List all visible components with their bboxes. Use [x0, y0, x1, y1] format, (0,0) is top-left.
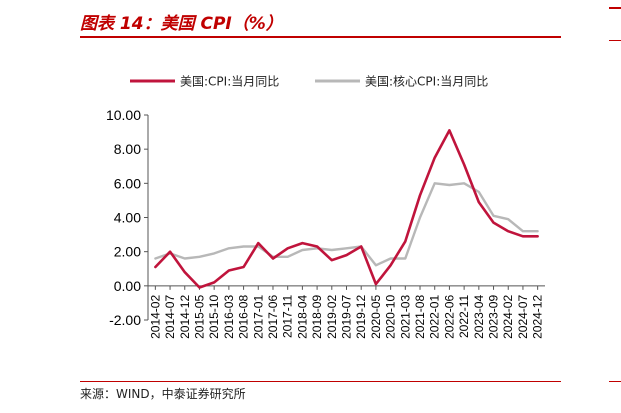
- x-tick-label: 2017-11: [281, 295, 295, 338]
- series-line-core-cpi: [154, 182, 539, 267]
- right-edge-divider-bottom: [609, 381, 621, 382]
- x-tick-label: 2019-07: [340, 295, 354, 339]
- data-point-core-cpi: [389, 257, 392, 260]
- data-point-core-cpi: [522, 230, 524, 233]
- y-tick-label: 0.00: [114, 278, 141, 294]
- data-point-cpi: [507, 230, 510, 233]
- data-point-cpi: [154, 266, 157, 268]
- x-tick-label: 2016-03: [222, 295, 236, 339]
- legend-label-core-cpi: 美国:核心CPI:当月同比: [365, 75, 488, 89]
- data-point-cpi: [228, 269, 230, 272]
- data-point-cpi: [272, 257, 274, 260]
- data-point-core-cpi: [375, 264, 377, 267]
- footer-divider: [80, 381, 561, 382]
- data-point-cpi: [242, 266, 245, 268]
- data-point-cpi: [301, 242, 304, 245]
- x-tick-label: 2019-02: [325, 295, 339, 339]
- data-point-cpi: [316, 245, 318, 248]
- x-tick-label: 2015-10: [207, 295, 221, 339]
- title-divider: [80, 36, 561, 38]
- data-point-core-cpi: [198, 255, 201, 258]
- data-point-cpi: [198, 286, 201, 289]
- x-tick-label: 2015-05: [192, 295, 206, 339]
- x-tick-label: 2014-02: [148, 295, 162, 339]
- x-tick-label: 2020-10: [384, 295, 398, 339]
- y-tick-label: 6.00: [114, 175, 141, 191]
- data-point-cpi: [213, 281, 216, 284]
- y-tick-label: 2.00: [114, 244, 141, 260]
- data-point-core-cpi: [492, 214, 495, 217]
- data-point-cpi: [183, 271, 186, 274]
- data-point-cpi: [477, 201, 480, 204]
- x-tick-label: 2017-01: [251, 295, 265, 339]
- data-point-cpi: [448, 129, 451, 132]
- data-point-core-cpi: [463, 182, 465, 185]
- data-point-core-cpi: [154, 257, 157, 260]
- y-tick-label: 8.00: [114, 141, 141, 157]
- data-point-core-cpi: [404, 257, 407, 260]
- data-point-core-cpi: [448, 184, 451, 186]
- y-tick-label: 4.00: [114, 210, 141, 226]
- data-point-cpi: [169, 250, 172, 253]
- x-tick-label: 2018-04: [295, 295, 309, 339]
- figure-title: 图表 14：美国 CPI（%）: [80, 14, 283, 34]
- data-point-core-cpi: [477, 191, 480, 193]
- y-tick-label: 10.00: [106, 107, 141, 123]
- x-tick-label: 2020-05: [369, 295, 383, 339]
- x-tick-label: 2024-07: [516, 295, 530, 339]
- data-point-cpi: [360, 245, 363, 248]
- data-point-cpi: [345, 254, 348, 256]
- data-point-cpi: [375, 283, 377, 285]
- data-point-cpi: [389, 264, 392, 267]
- data-point-cpi: [419, 194, 421, 197]
- x-tick-label: 2024-02: [501, 295, 515, 339]
- right-edge-divider-top: [609, 7, 621, 9]
- data-point-cpi: [433, 156, 436, 159]
- data-point-cpi: [522, 235, 524, 238]
- data-point-core-cpi: [345, 247, 348, 250]
- data-point-core-cpi: [330, 249, 333, 251]
- data-point-core-cpi: [242, 245, 245, 248]
- x-tick-label: 2019-12: [354, 295, 368, 339]
- data-point-core-cpi: [507, 218, 510, 221]
- data-point-core-cpi: [286, 255, 289, 258]
- x-tick-label: 2017-06: [266, 295, 280, 339]
- data-point-core-cpi: [536, 230, 539, 233]
- data-point-core-cpi: [228, 247, 230, 250]
- data-point-cpi: [463, 163, 465, 166]
- data-point-cpi: [330, 259, 333, 262]
- data-point-core-cpi: [301, 249, 304, 251]
- x-tick-label: 2014-12: [178, 295, 192, 339]
- data-point-core-cpi: [433, 182, 436, 185]
- x-tick-label: 2021-03: [398, 295, 412, 339]
- x-tick-label: 2018-09: [310, 295, 324, 339]
- right-edge-divider-mid: [609, 40, 621, 41]
- x-tick-label: 2024-12: [531, 295, 545, 339]
- data-point-cpi: [536, 235, 539, 238]
- data-point-cpi: [286, 247, 289, 250]
- data-point-cpi: [492, 221, 495, 224]
- x-tick-label: 2022-01: [428, 295, 442, 339]
- series-line-cpi: [154, 129, 539, 289]
- x-tick-label: 2022-06: [442, 295, 456, 339]
- data-point-cpi: [404, 240, 407, 243]
- x-tick-label: 2023-04: [472, 295, 486, 339]
- x-tick-label: 2021-08: [413, 295, 427, 339]
- x-tick-label: 2022-11: [457, 295, 471, 338]
- x-tick-label: 2023-09: [487, 295, 501, 339]
- data-point-core-cpi: [419, 216, 421, 219]
- data-point-cpi: [257, 242, 260, 245]
- source-note: 来源：WIND，中泰证券研究所: [80, 387, 246, 401]
- data-point-core-cpi: [183, 257, 186, 260]
- x-tick-label: 2016-08: [237, 295, 251, 339]
- data-point-core-cpi: [213, 252, 216, 255]
- y-tick-label: -2.00: [109, 312, 141, 328]
- x-tick-label: 2014-07: [163, 295, 177, 339]
- legend-label-cpi: 美国:CPI:当月同比: [180, 75, 279, 89]
